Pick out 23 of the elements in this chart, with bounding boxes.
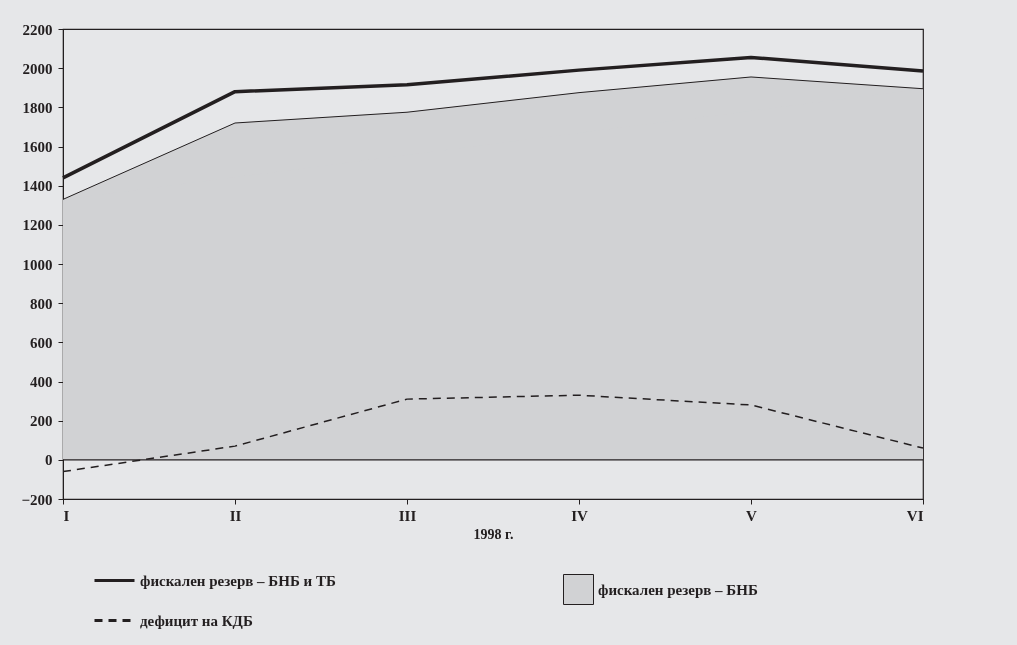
- y-tick-label: 1000: [22, 256, 53, 273]
- x-tick-label: IV: [571, 507, 588, 524]
- y-tick-label: 1600: [22, 139, 53, 155]
- legend-label: дефицит на КДБ: [140, 612, 253, 629]
- y-tick-label: 1800: [22, 99, 53, 116]
- legend-label: фискален резерв – БНБ: [598, 581, 758, 598]
- x-tick-label: VI: [906, 507, 924, 524]
- x-tick-label: I: [63, 507, 70, 524]
- y-tick-label: −200: [21, 491, 53, 508]
- x-axis-title: 1998 г.: [473, 526, 514, 542]
- y-tick-label: 2200: [22, 21, 53, 38]
- x-tick-label: III: [398, 507, 417, 524]
- x-tick-label: V: [746, 507, 758, 524]
- y-tick-label: 400: [30, 374, 53, 390]
- x-tick-label: II: [229, 507, 242, 524]
- y-tick-label: 200: [30, 413, 53, 430]
- y-tick-label: 1200: [22, 217, 53, 234]
- y-tick-label: 0: [45, 452, 53, 469]
- y-tick-label: 800: [30, 295, 53, 312]
- y-tick-label: 600: [30, 334, 53, 351]
- legend-label: фискален резерв – БНБ и ТБ: [140, 572, 336, 589]
- y-tick-label: 2000: [22, 60, 53, 77]
- y-tick-label: 1400: [22, 178, 53, 195]
